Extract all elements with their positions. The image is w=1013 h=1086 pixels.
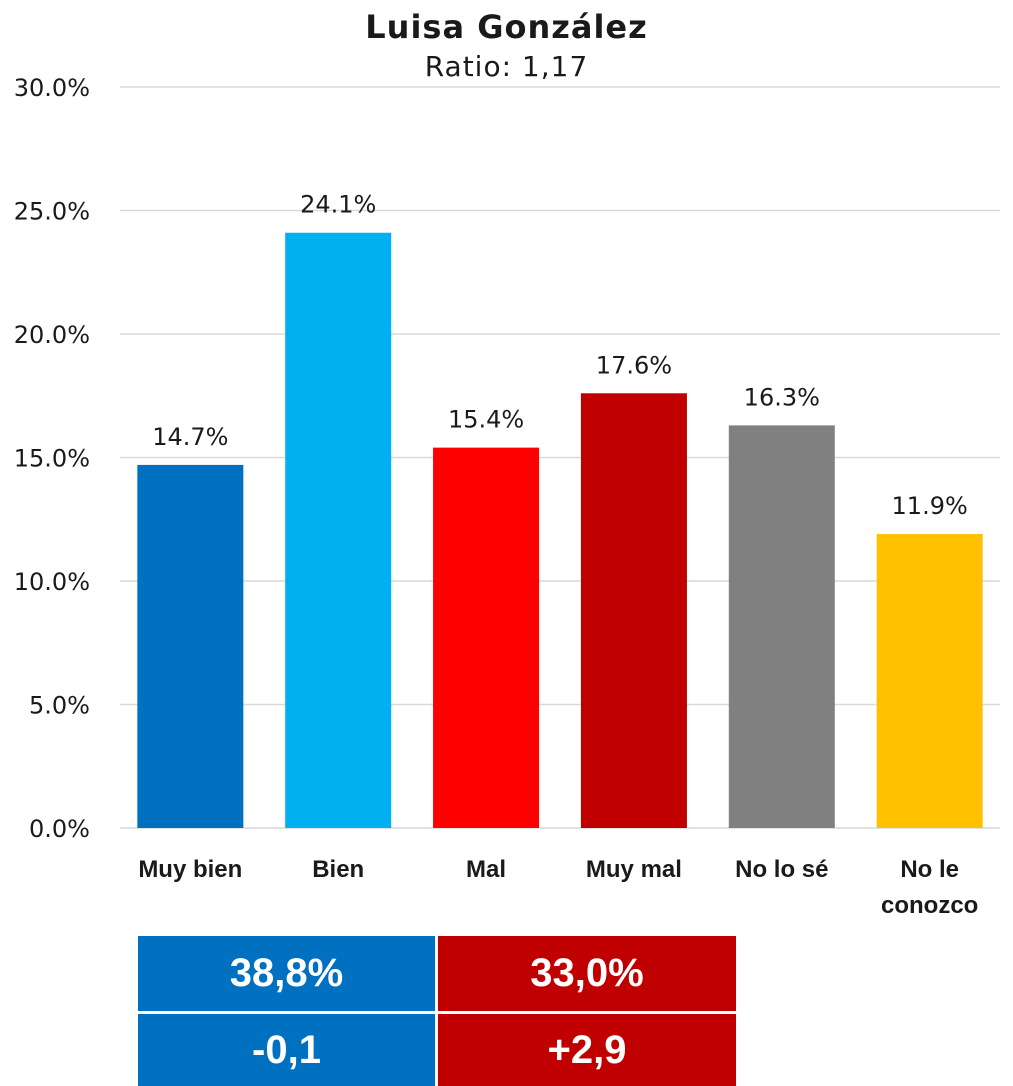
positive-change-cell: -0,1 [138,1014,435,1086]
x-tick-label: No lo sé [735,856,828,883]
x-tick-label: conozco [881,892,978,919]
y-tick-label: 25.0% [14,198,90,226]
data-label: 11.9% [892,492,968,520]
y-tick-label: 20.0% [14,321,90,349]
data-label: 16.3% [744,383,820,411]
chart-subtitle: Ratio: 1,17 [424,50,589,83]
data-label: 17.6% [596,351,672,379]
bar-chart: 0.0% 5.0% 10.0% 15.0% 20.0% 25.0% 30.0% 14.7% Mu… [14,74,1000,919]
data-label: 24.1% [300,191,376,219]
bar [433,447,540,828]
y-tick-label: 0.0% [29,815,90,843]
y-tick-label: 5.0% [29,692,90,720]
x-tick-label: Muy bien [138,856,242,883]
bar [876,534,983,828]
negative-change-cell: +2,9 [438,1014,736,1086]
bar [137,464,244,828]
x-tick-label: Mal [466,856,506,883]
bar [580,393,687,828]
negative-total-cell: 33,0% [438,936,736,1011]
bar [285,232,392,829]
bar [728,425,835,828]
y-tick-label: 15.0% [14,445,90,473]
y-tick-label: 30.0% [14,74,90,102]
summary-table: 38,8% 33,0% -0,1 +2,9 [138,936,736,1086]
x-tick-label: Muy mal [586,856,682,883]
data-label: 15.4% [448,406,524,434]
x-tick-label: Bien [312,856,364,883]
y-tick-label: 10.0% [14,568,90,596]
chart-title: Luisa González [365,8,648,46]
data-label: 14.7% [152,423,228,451]
x-tick-label: No le [900,856,959,883]
positive-total-cell: 38,8% [138,936,435,1011]
